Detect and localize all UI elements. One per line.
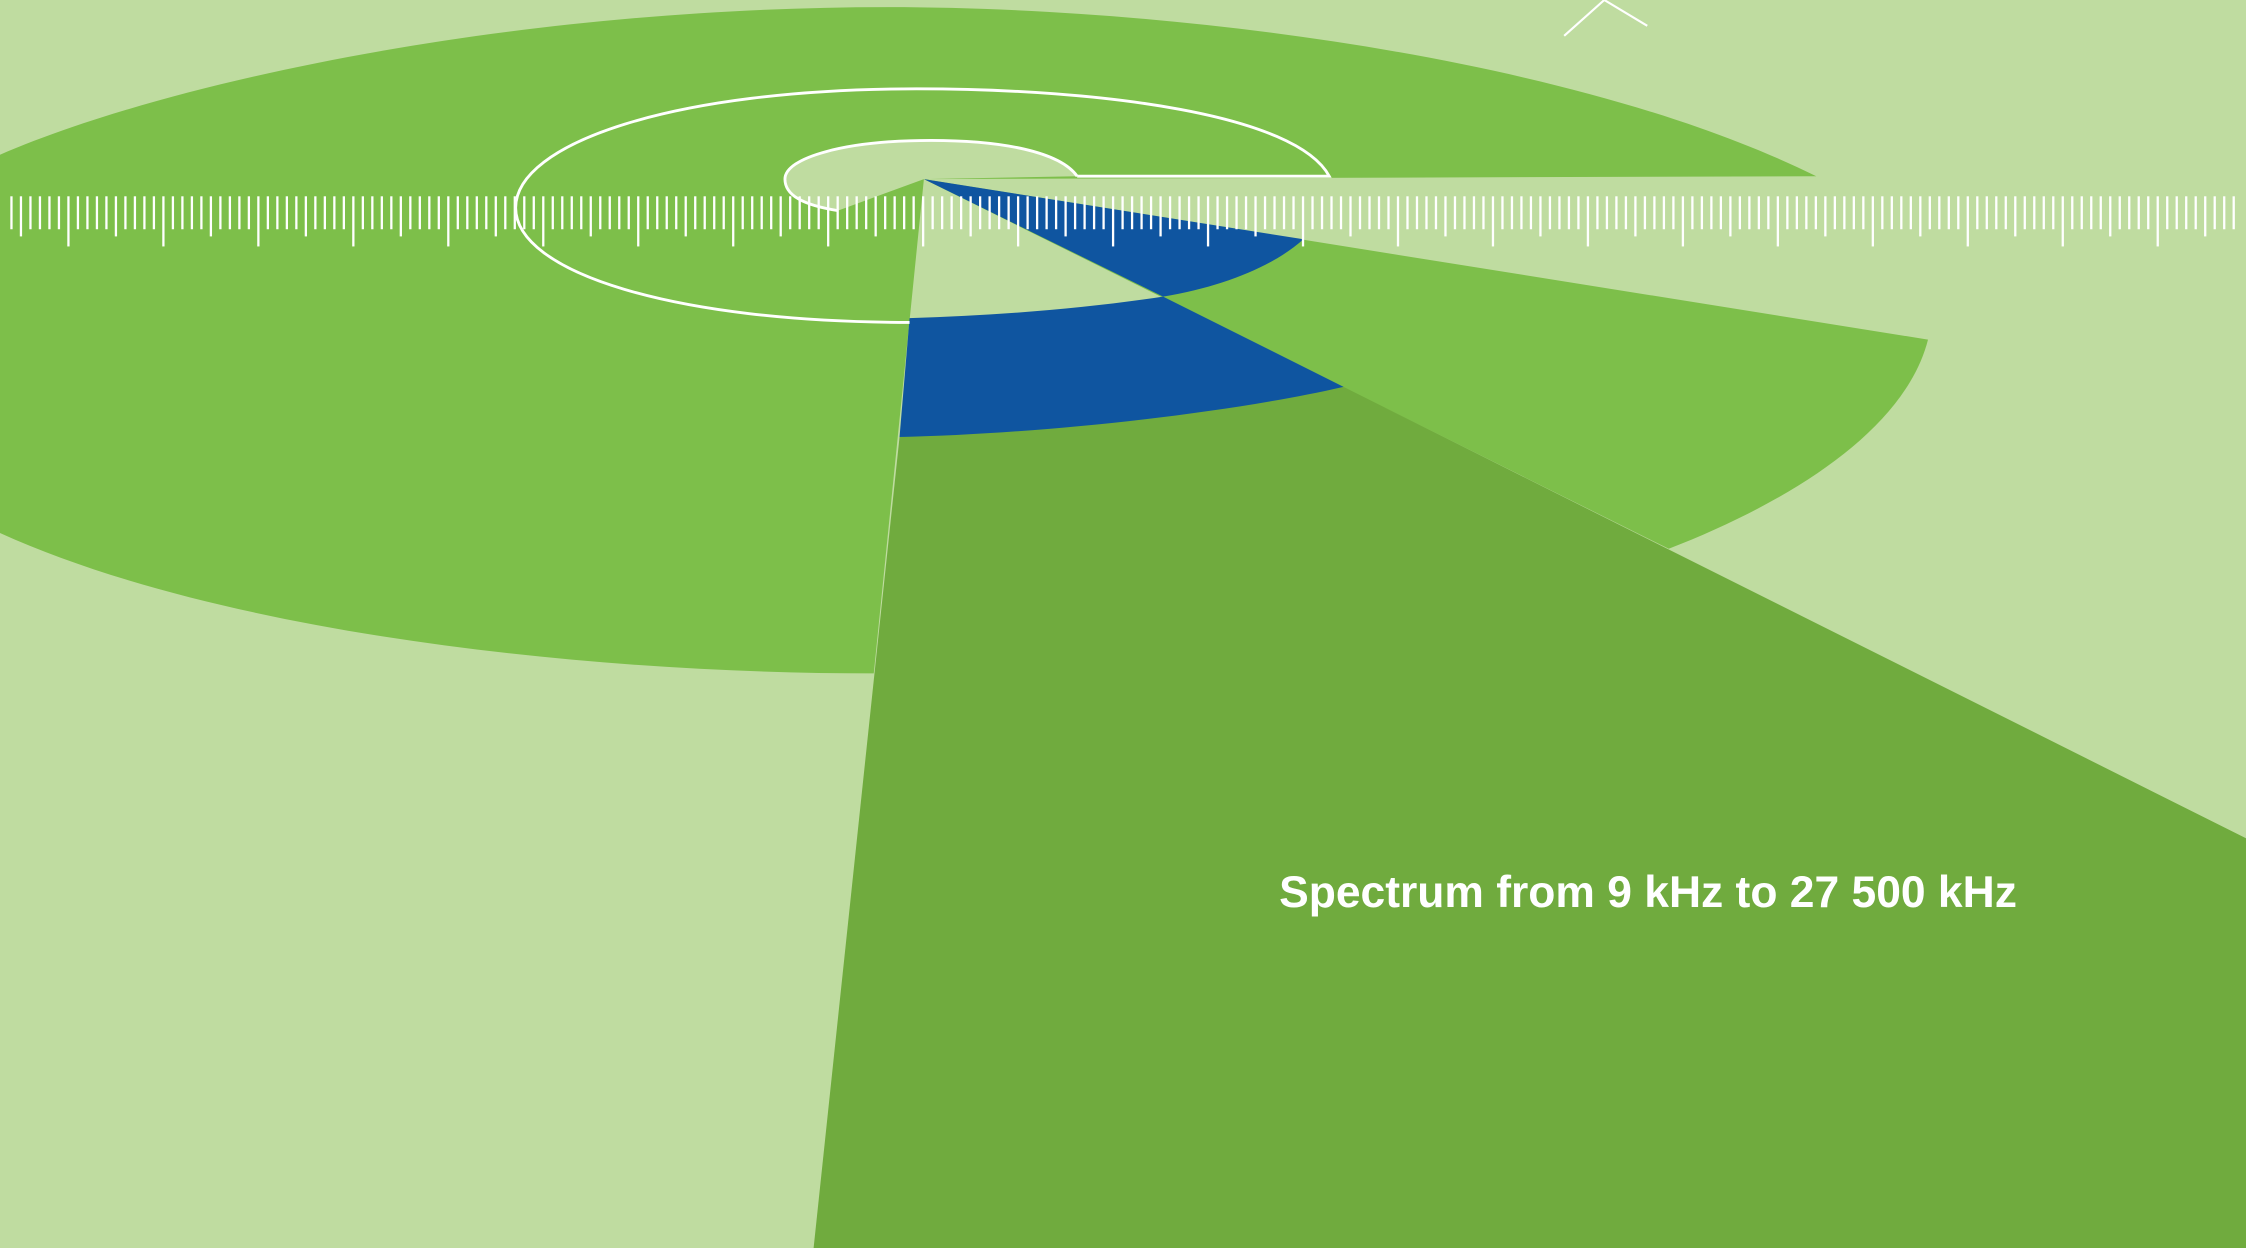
blue-sector-outer [899,296,1344,438]
spiral-outer [0,7,1817,674]
star [1563,0,1648,37]
spiral-line-outer [514,87,1332,324]
ruler [10,196,2235,247]
spiral-line-inner [783,138,1079,213]
beam [813,386,2246,1248]
spiral-core [784,140,1078,211]
title: Spectrum from 9 kHz to 27 500 kHz [1279,868,2017,917]
